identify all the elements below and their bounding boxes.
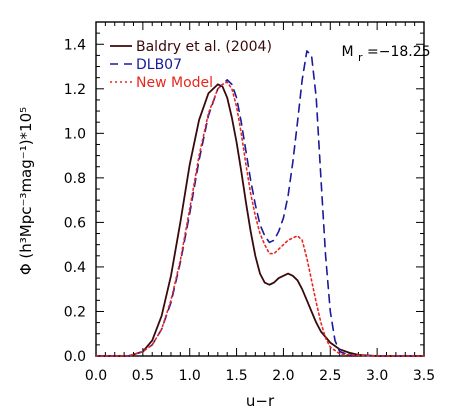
x-axis-label: u−r xyxy=(246,392,275,410)
x-tick-label: 2.5 xyxy=(319,368,341,384)
y-axis-ticks: 0.0 0.2 0.4 0.6 0.8 1.0 1.2 1.4 xyxy=(64,21,424,365)
x-tick-label: 0.5 xyxy=(132,368,154,384)
series-layer xyxy=(95,50,425,357)
x-tick-label: 3.5 xyxy=(413,368,435,384)
legend-label: Baldry et al. (2004) xyxy=(136,39,272,55)
legend-label: DLB07 xyxy=(136,57,182,73)
x-tick-label: 2.0 xyxy=(272,368,294,384)
legend: Baldry et al. (2004) DLB07 New Model xyxy=(110,39,272,91)
y-tick-label: 0.2 xyxy=(64,304,86,320)
legend-label: New Model xyxy=(136,75,213,91)
y-axis-label: Φ (h³Mpc⁻³mag⁻¹)*10⁵ xyxy=(17,107,35,275)
x-tick-label: 3.0 xyxy=(366,368,388,384)
magnitude-annotation: M r =−18.25 xyxy=(341,44,430,65)
y-tick-label: 1.4 xyxy=(64,37,86,53)
x-tick-label: 1.0 xyxy=(179,368,201,384)
y-tick-label: 0.4 xyxy=(64,260,86,276)
x-axis-ticks: 0.0 0.5 1.0 1.5 2.0 2.5 3.0 3.5 xyxy=(85,22,435,384)
x-tick-label: 1.5 xyxy=(225,368,247,384)
y-tick-label: 0.8 xyxy=(64,171,86,187)
series-line-baldry-et-al-2004 xyxy=(95,83,425,357)
series-line-new-model xyxy=(95,81,425,357)
y-tick-label: 1.2 xyxy=(64,82,86,98)
y-tick-label: 0.6 xyxy=(64,215,86,231)
y-tick-label: 0.0 xyxy=(64,349,86,365)
y-tick-label: 1.0 xyxy=(64,126,86,142)
x-tick-label: 0.0 xyxy=(85,368,107,384)
series-line-dlb07 xyxy=(95,50,425,357)
